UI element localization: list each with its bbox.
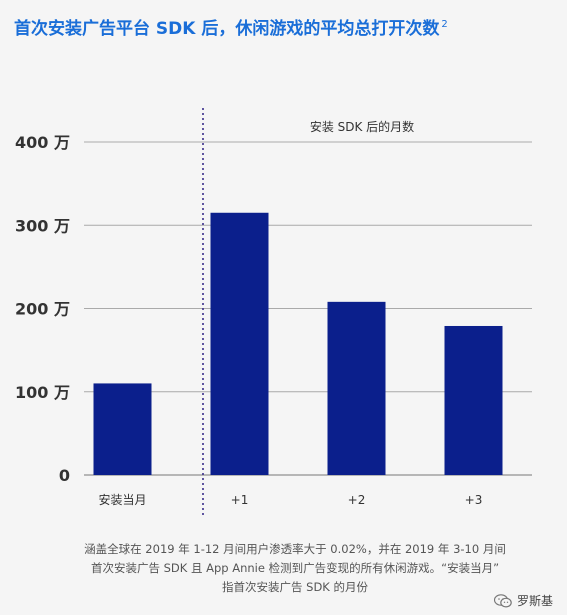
watermark: 罗斯基	[493, 592, 553, 609]
watermark-text: 罗斯基	[516, 594, 553, 608]
footnote-line-2: 首次安装广告 SDK 且 App Annie 检测到广告变现的所有休闲游戏。“安…	[90, 561, 500, 575]
x-tick-label: +2	[348, 493, 366, 507]
bar	[93, 383, 152, 475]
chart-title-text: 首次安装广告平台 SDK 后，休闲游戏的平均总打开次数	[14, 19, 440, 39]
x-tick-label: 安装当月	[98, 492, 146, 507]
title-footnote-marker: 2	[441, 19, 448, 31]
footnote-line-1: 涵盖全球在 2019 年 1-12 月间用户渗透率大于 0.02%，并在 201…	[84, 542, 506, 556]
y-tick-label: 0	[59, 466, 70, 485]
wechat-icon	[493, 593, 512, 608]
y-tick-label: 300 万	[15, 216, 70, 235]
bar	[210, 212, 269, 475]
annotation-label: 安装 SDK 后的月数	[310, 119, 414, 134]
y-tick-label: 400 万	[15, 133, 70, 152]
y-tick-label: 100 万	[15, 383, 70, 402]
x-tick-label: +1	[231, 493, 249, 507]
bar	[327, 301, 386, 475]
footnote-line-3: 指首次安装广告 SDK 的月份	[221, 580, 368, 594]
footnote: 涵盖全球在 2019 年 1-12 月间用户渗透率大于 0.02%，并在 201…	[60, 540, 530, 597]
x-tick-label: +3	[465, 493, 483, 507]
bar	[444, 325, 503, 475]
chart-title: 首次安装广告平台 SDK 后，休闲游戏的平均总打开次数 2	[14, 14, 554, 39]
y-tick-label: 200 万	[15, 300, 70, 319]
